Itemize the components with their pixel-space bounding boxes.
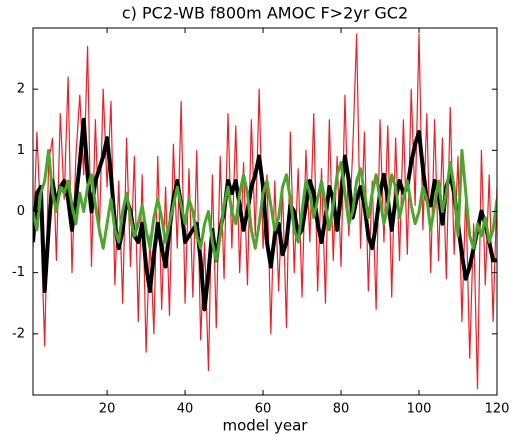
x-tick-label: 80 [333, 402, 350, 417]
y-tick-label: 1 [17, 143, 25, 158]
x-tick-label: 20 [99, 402, 116, 417]
plot-area [33, 33, 497, 390]
series-line [33, 148, 497, 262]
x-tick-label: 40 [177, 402, 194, 417]
x-tick-label: 100 [407, 402, 432, 417]
x-tick-label: 120 [485, 402, 510, 417]
x-axis-label: model year [223, 417, 309, 435]
y-tick-label: -1 [12, 265, 25, 280]
series-line [33, 117, 497, 312]
y-tick-label: -2 [12, 326, 25, 341]
y-tick-label: 0 [17, 204, 25, 219]
chart-title: c) PC2-WB f800m AMOC F>2yr GC2 [122, 4, 408, 23]
x-tick-label: 60 [255, 402, 272, 417]
y-tick-label: 2 [17, 82, 25, 97]
